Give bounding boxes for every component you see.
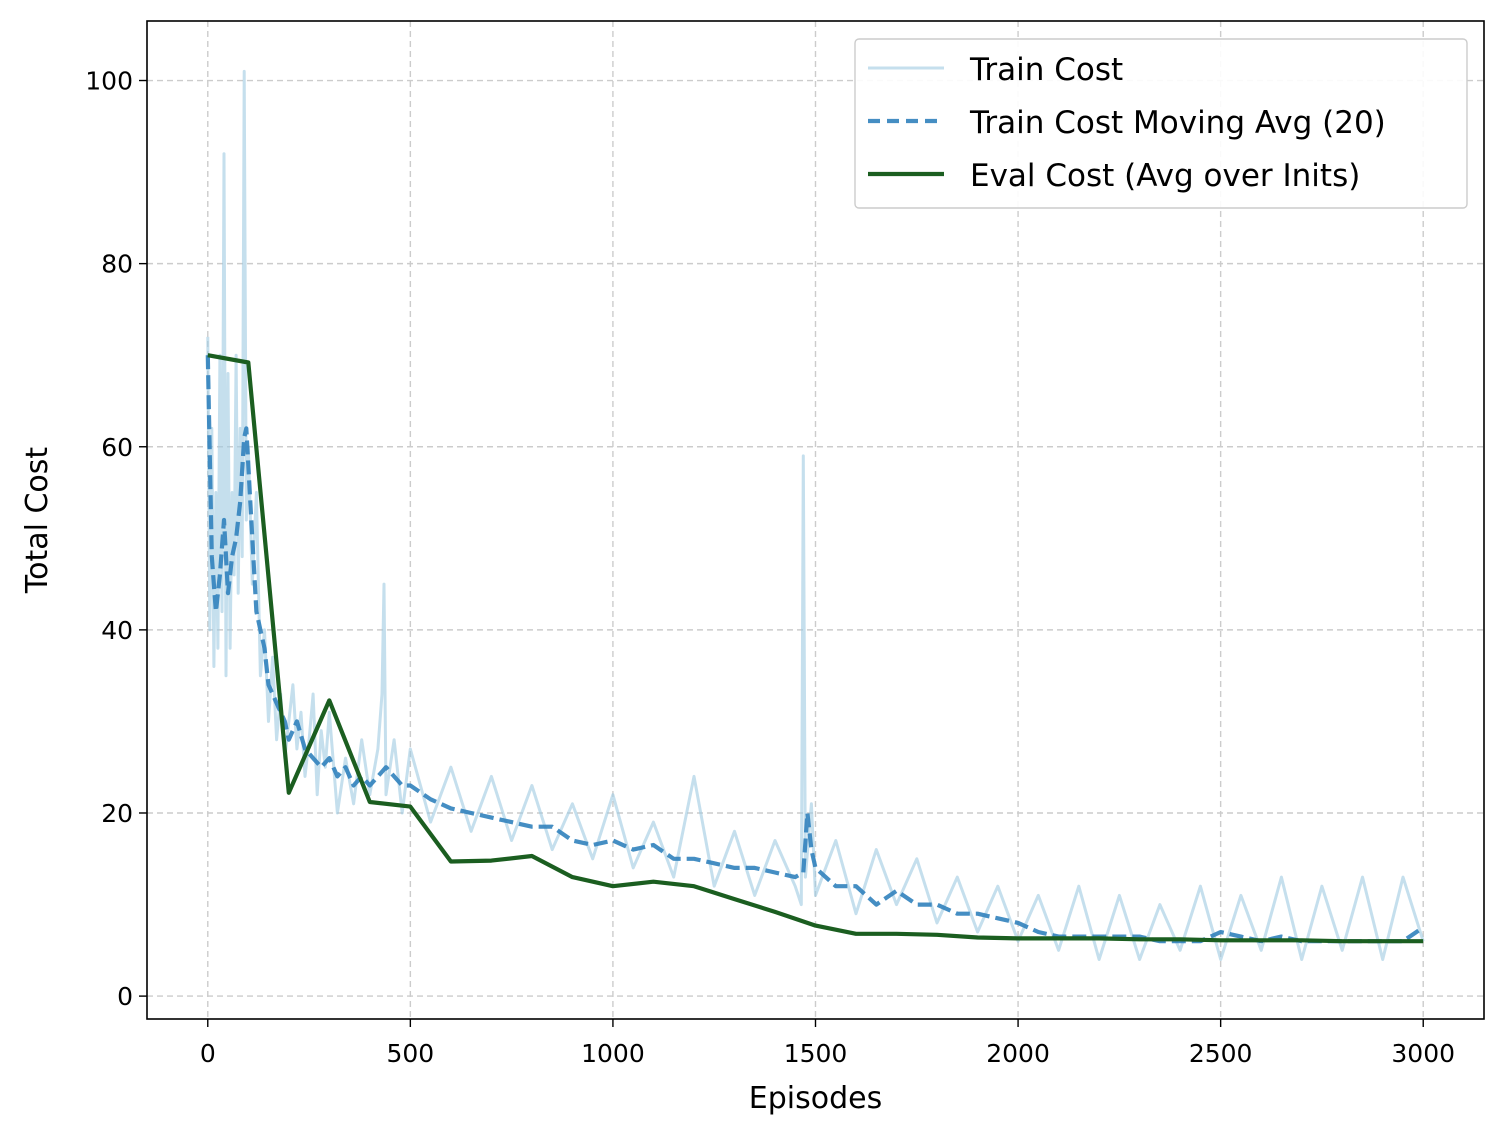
x-tick-label: 0 xyxy=(200,1039,216,1068)
y-tick-label: 0 xyxy=(117,982,133,1011)
x-axis-label: Episodes xyxy=(749,1081,882,1116)
x-tick-label: 1000 xyxy=(581,1039,645,1068)
x-tick-label: 3000 xyxy=(1391,1039,1455,1068)
y-axis-label: Total Cost xyxy=(20,447,55,595)
series-moving-avg xyxy=(205,355,1425,944)
y-tick-label: 40 xyxy=(101,616,133,645)
x-tick-label: 1500 xyxy=(784,1039,848,1068)
legend-box xyxy=(854,38,1468,209)
legend: Train Cost Train Cost Moving Avg (20) Ev… xyxy=(854,38,1468,209)
ticks: 0 500 1000 1500 2000 2500 3000 0 20 40 60 80 100 xyxy=(85,67,1455,1068)
y-tick-label: 100 xyxy=(85,67,133,96)
y-tick-label: 60 xyxy=(101,433,133,462)
legend-label-eval-cost: Eval Cost (Avg over Inits) xyxy=(970,158,1360,194)
x-tick-label: 2500 xyxy=(1189,1039,1253,1068)
legend-label-moving-avg: Train Cost Moving Avg (20) xyxy=(969,105,1386,141)
series-train-cost xyxy=(206,69,1425,961)
y-tick-label: 80 xyxy=(101,250,133,279)
series-eval-cost xyxy=(207,353,1424,944)
y-tick-label: 20 xyxy=(101,799,133,828)
series-layer xyxy=(205,69,1425,961)
grid xyxy=(147,21,1484,1019)
x-tick-label: 500 xyxy=(386,1039,434,1068)
x-tick-label: 2000 xyxy=(986,1039,1050,1068)
legend-label-train-cost: Train Cost xyxy=(969,52,1123,88)
